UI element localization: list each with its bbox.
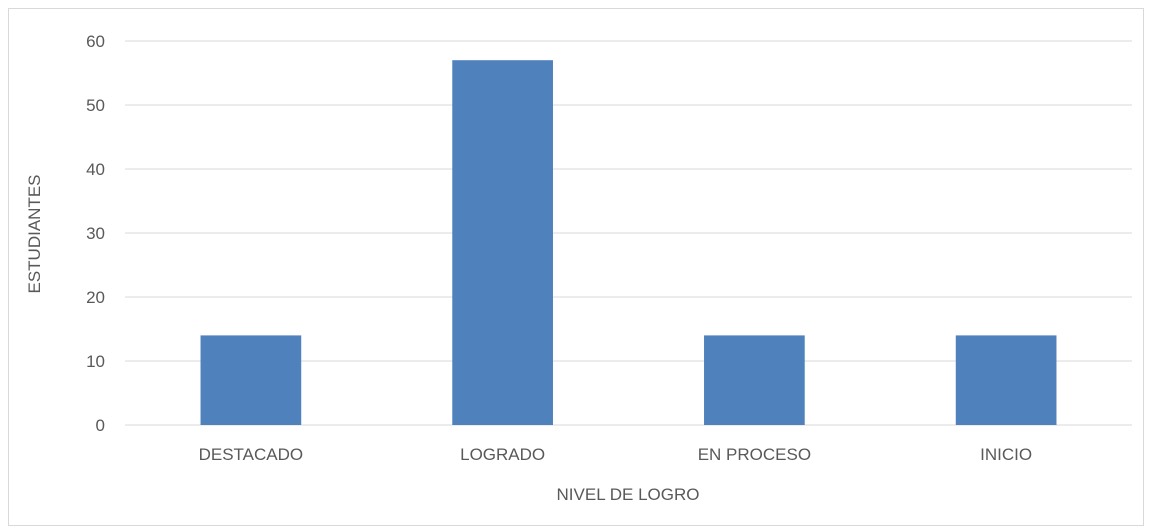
bar-logrado [452,60,553,425]
x-axis-title: NIVEL DE LOGRO [557,485,700,504]
x-tick-label: EN PROCESO [698,445,811,464]
y-tick-label: 60 [86,32,105,51]
y-tick-label: 30 [86,224,105,243]
y-tick-label: 40 [86,160,105,179]
chart-frame [8,8,1144,526]
y-tick-labels: 0 10 20 30 40 50 60 [86,32,105,435]
y-tick-label: 20 [86,288,105,307]
bar-en-proceso [704,335,805,425]
y-tick-label: 50 [86,96,105,115]
bar-inicio [955,335,1057,425]
bars [200,60,1057,425]
x-tick-label: INICIO [980,445,1032,464]
x-tick-label: DESTACADO [199,445,304,464]
bar-destacado [200,335,302,425]
x-tick-label: LOGRADO [460,445,545,464]
y-tick-label: 10 [86,352,105,371]
x-tick-labels: DESTACADO LOGRADO EN PROCESO INICIO [199,445,1033,464]
y-axis-title: ESTUDIANTES [25,174,44,293]
y-tick-label: 0 [96,416,105,435]
